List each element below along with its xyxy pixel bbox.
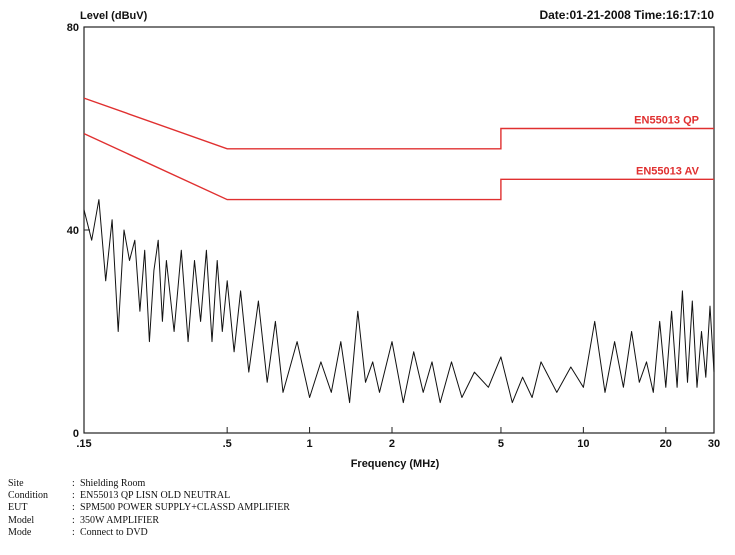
measurement-trace-group (83, 199, 715, 404)
info-row-model: Model:350W AMPLIFIER (8, 514, 159, 526)
x-tick-label: 10 (577, 438, 589, 450)
x-axis: .15 .5 1 2 5 10 20 30 (76, 427, 720, 450)
x-tick-label: 5 (498, 438, 504, 450)
emi-chart: Level (dBuV) Date:01-21-2008 Time:16:17:… (67, 8, 720, 470)
x-tick-label: 2 (389, 438, 395, 450)
info-key: EUT (8, 502, 28, 514)
y-tick-label: 80 (67, 22, 79, 34)
info-row-condition: Condition: EN55013 QP LISN OLD NEUTRAL (8, 490, 231, 502)
info-row-site: Site: Shielding Room (8, 478, 146, 489)
info-key: Site (8, 478, 24, 489)
info-value: 350W AMPLIFIER (80, 514, 159, 526)
y-tick-label: 0 (73, 428, 79, 440)
info-value: Connect to DVD (80, 526, 148, 538)
info-key: Model (8, 514, 35, 526)
x-tick-label: 30 (708, 438, 720, 450)
info-value: EN55013 QP LISN OLD NEUTRAL (80, 490, 231, 502)
info-value: Shielding Room (80, 478, 146, 489)
x-tick-label: 1 (307, 438, 313, 450)
info-key: Mode (8, 526, 32, 538)
info-value: SPM500 POWER SUPPLY+CLASSD AMPLIFIER (80, 502, 290, 514)
plot-frame (83, 26, 715, 434)
info-row-eut: EUT: SPM500 POWER SUPPLY+CLASSD AMPLIFIER (8, 502, 290, 514)
info-row-mode: Mode: Connect to DVD (8, 526, 148, 538)
limit-line (83, 132, 714, 201)
limit-line-label: EN55013 QP (634, 115, 699, 127)
x-tick-label: 20 (660, 438, 672, 450)
x-tick-label: .15 (76, 438, 91, 450)
x-axis-title: Frequency (MHz) (351, 458, 440, 470)
measurement-trace (83, 199, 715, 404)
limit-line (83, 97, 714, 150)
limit-lines: EN55013 QP EN55013 AV (83, 97, 714, 201)
y-tick-label: 40 (67, 225, 79, 237)
x-tick-label: .5 (223, 438, 232, 450)
y-axis: 0 40 80 (67, 22, 90, 440)
limit-line-label: EN55013 AV (636, 165, 700, 177)
test-info-block: Site: Shielding Room Condition: EN55013 QP… (8, 478, 290, 539)
date-time-stamp: Date:01-21-2008 Time:16:17:10 (539, 8, 714, 22)
info-key: Condition (8, 490, 49, 502)
y-axis-title: Level (dBuV) (80, 10, 148, 22)
